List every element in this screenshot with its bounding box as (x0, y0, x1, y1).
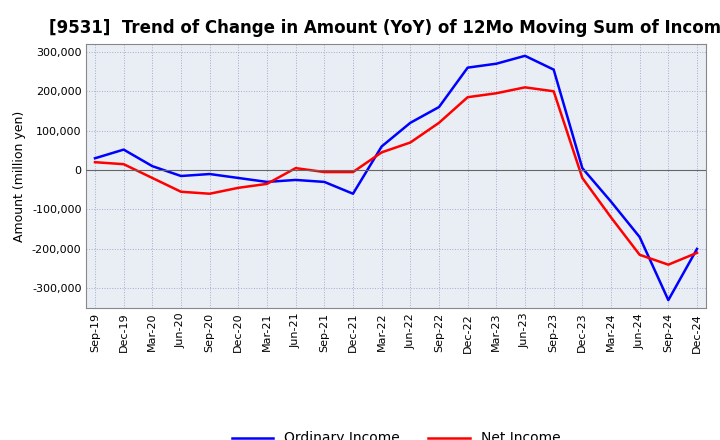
Net Income (176, 189, 185, 194)
Net Income (348, 169, 357, 175)
Ordinary Income (91, 156, 99, 161)
Net Income (91, 160, 99, 165)
Ordinary Income (664, 297, 672, 303)
Ordinary Income (549, 67, 558, 72)
Net Income (148, 175, 157, 180)
Net Income (635, 252, 644, 257)
Ordinary Income (521, 53, 529, 59)
Net Income (292, 165, 300, 171)
Net Income (263, 181, 271, 187)
Net Income (549, 88, 558, 94)
Ordinary Income (263, 179, 271, 184)
Ordinary Income (464, 65, 472, 70)
Ordinary Income (176, 173, 185, 179)
Ordinary Income (205, 172, 214, 177)
Title: [9531]  Trend of Change in Amount (YoY) of 12Mo Moving Sum of Incomes: [9531] Trend of Change in Amount (YoY) o… (49, 19, 720, 37)
Net Income (120, 161, 128, 167)
Net Income (578, 175, 587, 180)
Ordinary Income (435, 104, 444, 110)
Ordinary Income (320, 179, 328, 184)
Ordinary Income (578, 165, 587, 171)
Ordinary Income (348, 191, 357, 196)
Net Income (320, 169, 328, 175)
Net Income (693, 250, 701, 256)
Ordinary Income (693, 246, 701, 252)
Ordinary Income (635, 235, 644, 240)
Legend: Ordinary Income, Net Income: Ordinary Income, Net Income (226, 426, 566, 440)
Net Income (205, 191, 214, 196)
Net Income (607, 215, 616, 220)
Net Income (234, 185, 243, 191)
Ordinary Income (148, 164, 157, 169)
Ordinary Income (234, 175, 243, 180)
Net Income (664, 262, 672, 267)
Line: Ordinary Income: Ordinary Income (95, 56, 697, 300)
Line: Net Income: Net Income (95, 88, 697, 264)
Net Income (464, 95, 472, 100)
Net Income (521, 85, 529, 90)
Ordinary Income (377, 144, 386, 149)
Net Income (435, 120, 444, 125)
Ordinary Income (607, 199, 616, 204)
Y-axis label: Amount (million yen): Amount (million yen) (14, 110, 27, 242)
Net Income (406, 140, 415, 145)
Ordinary Income (492, 61, 500, 66)
Ordinary Income (406, 120, 415, 125)
Ordinary Income (120, 147, 128, 152)
Net Income (492, 91, 500, 96)
Net Income (377, 150, 386, 155)
Ordinary Income (292, 177, 300, 183)
